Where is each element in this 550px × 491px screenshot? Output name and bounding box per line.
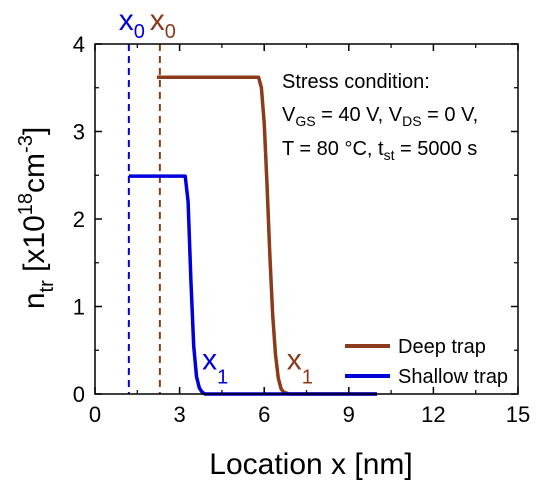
annotation-line-2: VGS = 40 V, VDS = 0 V, — [282, 104, 478, 129]
x-tick-label: 0 — [89, 402, 101, 427]
x-tick-label: 6 — [258, 402, 270, 427]
stress-condition-annotation: Stress condition: VGS = 40 V, VDS = 0 V,… — [282, 71, 478, 163]
x-tick-label: 15 — [506, 402, 530, 427]
y-tick-label: 0 — [73, 382, 85, 407]
y-tick-label: 2 — [73, 207, 85, 232]
x-tick-label: 12 — [421, 402, 445, 427]
legend-label: Shallow trap — [398, 366, 508, 388]
x-tick-label: 3 — [173, 402, 185, 427]
x-axis-label: Location x [nm] — [209, 448, 412, 481]
y-axis-label: ntr [x1018cm-3] — [15, 127, 58, 309]
vline-group — [127, 44, 161, 394]
y-tick-label: 1 — [73, 295, 85, 320]
curve-label-x1-0: x1 — [202, 344, 228, 389]
series-line-shallow-trap — [128, 174, 377, 396]
y-tick-label: 3 — [73, 120, 85, 145]
vline-label: x0 — [119, 4, 145, 43]
legend: Deep trap Shallow trap — [345, 336, 508, 388]
y-tick-label: 4 — [73, 32, 85, 57]
curve-label-x1-1: x1 — [287, 344, 313, 389]
y-axis: 0 1 2 3 4 — [73, 32, 518, 407]
annotation-line-1: Stress condition: — [282, 71, 430, 93]
annotation-line-3: T = 80 °C, tst = 5000 s — [282, 138, 477, 163]
legend-label: Deep trap — [398, 336, 486, 358]
marker-labels: x0 x0 x1 x1 — [119, 4, 313, 389]
x-axis: 0 3 6 9 12 15 — [89, 44, 530, 427]
x-tick-label: 9 — [343, 402, 355, 427]
vline-label: x0 — [150, 4, 176, 43]
